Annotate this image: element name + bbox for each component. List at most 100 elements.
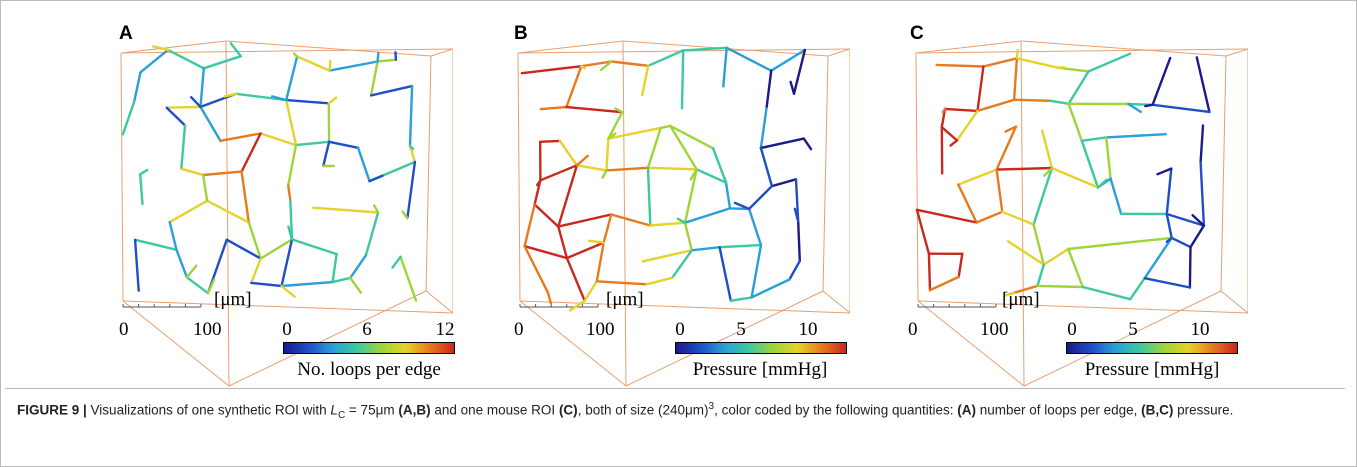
vessel-segment (599, 60, 613, 72)
vessel-segment (646, 126, 662, 170)
bounding-box-edge (519, 300, 850, 314)
vessel-segment (1165, 212, 1173, 240)
vessel-segment (152, 45, 170, 52)
bounding-box-edge (827, 48, 850, 57)
vessel-segment (793, 207, 800, 223)
vessel-segment (1109, 177, 1123, 216)
vessel-segment (646, 166, 698, 171)
bounding-box-edge (915, 48, 1248, 54)
vessel-segment (408, 84, 414, 148)
bounding-box-edge (822, 55, 829, 292)
vessel-segment (788, 259, 801, 281)
bounding-box-edge (1023, 290, 1222, 387)
vessel-segment (349, 276, 362, 294)
vessel-segment (205, 199, 251, 224)
vessel-segment (1144, 103, 1154, 108)
vessel-segment (535, 179, 542, 187)
vessel-segment (205, 196, 209, 203)
panel-letter: C (910, 23, 924, 44)
caption-label: FIGURE 9 | (17, 402, 87, 418)
vessel-segment (976, 98, 1016, 113)
vessel-segment (401, 210, 409, 220)
vessel-segment (982, 57, 1019, 68)
vessel-segment (133, 238, 178, 252)
vessel-segment (287, 184, 292, 202)
colorbar-tick-max: 12 (435, 319, 455, 340)
panel-b: B [μm] 0 100 0 5 10 Pressure [mmHg] (398, 1, 850, 396)
vessel-segment (601, 169, 608, 179)
vessel-segment (1015, 57, 1060, 70)
vessel-segment (369, 84, 414, 97)
caption-lc: L (330, 402, 338, 418)
vessel-segment (539, 105, 568, 111)
vessel-segment (1081, 285, 1132, 301)
vessel-segment (523, 244, 569, 260)
vessel-segment (565, 64, 583, 109)
vessel-segment (285, 98, 330, 105)
bounding-box-edge (517, 52, 521, 302)
vessel-segment (1003, 291, 1016, 297)
vessel-segment (175, 248, 189, 279)
caption-text: , color coded by the following quantitie… (714, 402, 958, 418)
vessel-segment (1143, 236, 1173, 280)
vessel-segment (202, 55, 243, 70)
vessel-segment (328, 60, 379, 72)
vessel-segment (1057, 65, 1066, 70)
vessel-segment (733, 201, 751, 211)
caption-lc-sub: C (337, 410, 346, 422)
scale-unit: [μm] (1002, 289, 1040, 310)
vessel-segment (287, 225, 294, 241)
vessel-segment (750, 278, 791, 299)
vessel-network-3d (517, 40, 850, 387)
vessel-segment (259, 132, 298, 147)
panel-c: C [μm] 0 100 0 5 10 Pressure [mmHg] (796, 1, 1248, 396)
vessel-segment (1067, 242, 1118, 251)
vessel-segment (189, 95, 202, 109)
vessel-segment (287, 143, 298, 187)
bounding-box-edge (1220, 290, 1248, 314)
bounding-box-edge (120, 48, 453, 54)
colorbar-title: No. loops per edge (297, 359, 441, 380)
vessel-segment (250, 257, 262, 285)
scale-tick-0: 0 (908, 319, 918, 340)
vessel-segment (724, 181, 732, 210)
vessel-segment (206, 278, 216, 295)
vessel-segment (580, 64, 587, 70)
vessel-segment (331, 252, 338, 284)
scale-unit: [μm] (214, 289, 252, 310)
bounding-box-edge (1225, 48, 1248, 57)
caption-text: = 75μm (345, 402, 399, 418)
vessel-segment (376, 58, 398, 63)
vessel-segment (1001, 210, 1035, 226)
vessel-segment (557, 164, 579, 228)
vessel-segment (689, 168, 698, 181)
bounding-box-edge (430, 48, 453, 57)
panel-letter: A (119, 23, 133, 44)
colorbar-tick-mid: 5 (1128, 319, 1138, 340)
vessel-segment (289, 198, 294, 241)
vessel-segment (1004, 125, 1018, 133)
vessel-segment (280, 284, 296, 298)
vessel-segment (1165, 212, 1206, 227)
vessel-segment (995, 166, 1054, 171)
vessel-segment (138, 173, 144, 206)
vessel-segment (669, 124, 698, 171)
vessel-segment (943, 107, 979, 113)
bounding-box-edge (122, 300, 230, 387)
vessel-segment (280, 238, 294, 288)
bounding-box-edge (228, 290, 427, 387)
vessel-segment (1049, 99, 1070, 106)
colorbar (283, 342, 455, 354)
vessel-segment (168, 199, 209, 224)
panel-a: A [μm] 0 100 0 6 12 No. loops per edge (1, 1, 455, 396)
vessel-segment (1156, 167, 1173, 176)
vessel-segment (722, 175, 728, 184)
vessel-segment (546, 291, 553, 305)
vessel-segment (949, 139, 959, 147)
caption-text: , both of size (240μm) (577, 402, 709, 418)
vessel-segment (802, 137, 813, 151)
caption-ref: (A) (957, 402, 976, 418)
vessel-segment (1067, 102, 1083, 143)
vessel-segment (1165, 167, 1173, 216)
bounding-box-edge (917, 300, 1248, 314)
